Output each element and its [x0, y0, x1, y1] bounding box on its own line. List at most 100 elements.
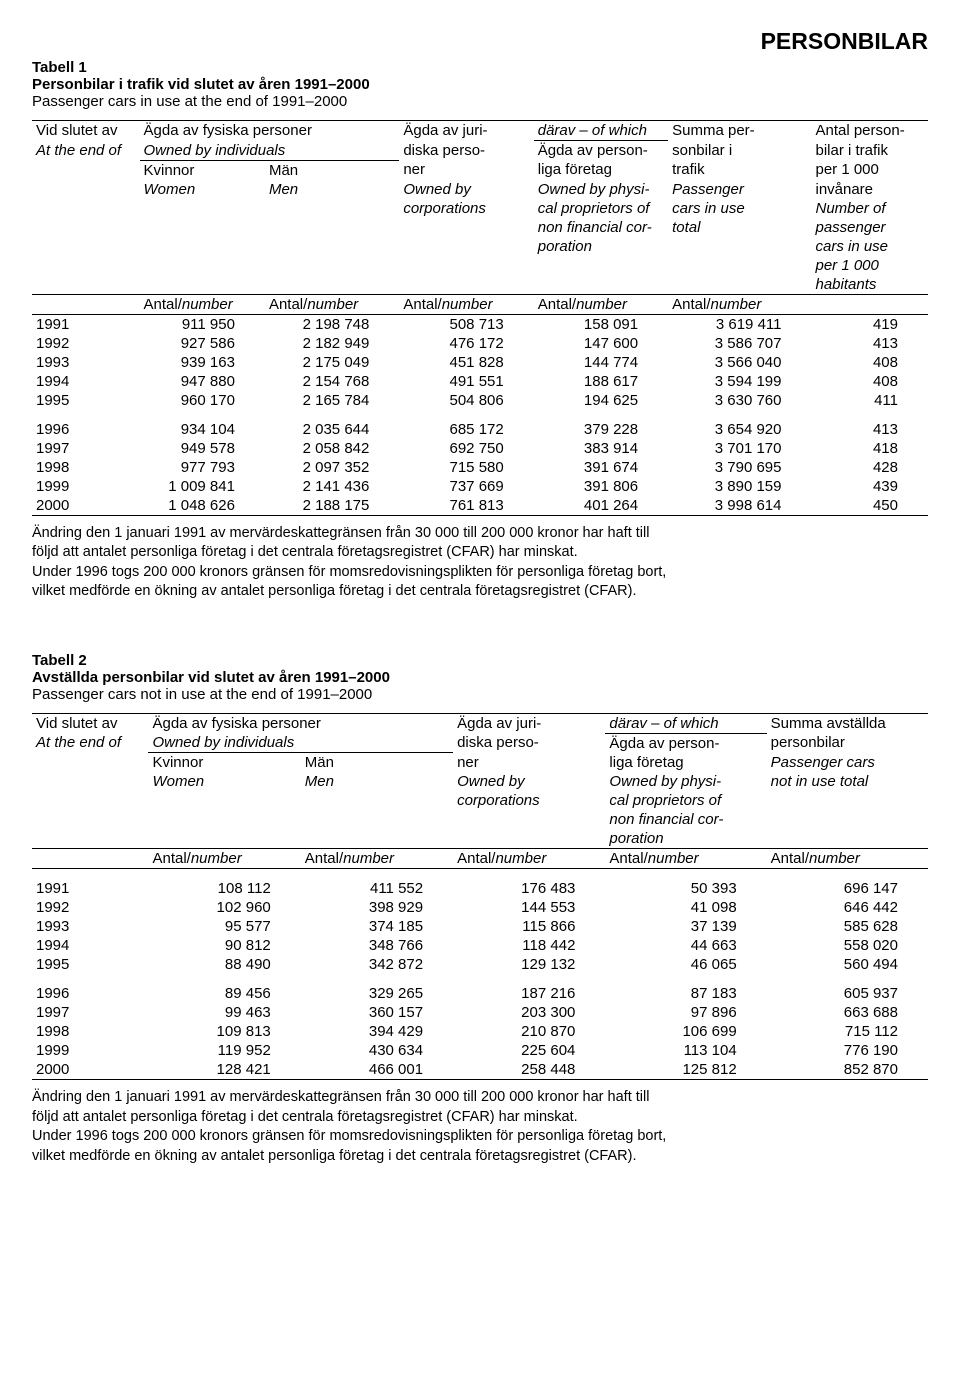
h: liga företag: [534, 160, 668, 180]
h: passenger: [811, 218, 928, 237]
table-row: 1999119 952430 634225 604113 104776 190: [32, 1041, 928, 1060]
cell: 911 950: [140, 314, 265, 334]
h: Vid slutet av: [32, 713, 148, 733]
h: Summa per-: [668, 121, 811, 141]
cell: 585 628: [767, 917, 928, 936]
cell: 949 578: [140, 439, 265, 458]
table-row: 1991911 9502 198 748508 713158 0913 619 …: [32, 314, 928, 334]
cell: 37 139: [605, 917, 766, 936]
cell: 1998: [32, 458, 140, 477]
table1-title-sv: Personbilar i trafik vid slutet av åren …: [32, 76, 928, 93]
h: Ägda av juri-: [399, 121, 533, 141]
h: Owned by physi-: [605, 772, 766, 791]
cell: 225 604: [453, 1041, 605, 1060]
cell: 46 065: [605, 955, 766, 974]
table-row: 1996934 1042 035 644685 172379 2283 654 …: [32, 420, 928, 439]
table2-title-sv: Avställda personbilar vid slutet av åren…: [32, 669, 928, 686]
h: diska perso-: [453, 733, 605, 753]
cell: 3 701 170: [668, 439, 811, 458]
cell: 147 600: [534, 334, 668, 353]
cell: 391 674: [534, 458, 668, 477]
cell: 776 190: [767, 1041, 928, 1060]
h: Number of: [811, 199, 928, 218]
cell: 329 265: [301, 984, 453, 1003]
cell: 508 713: [399, 314, 533, 334]
table-row: 1994947 8802 154 768491 551188 6173 594 …: [32, 372, 928, 391]
cell: 927 586: [140, 334, 265, 353]
cell: 2000: [32, 1060, 148, 1080]
cell: 491 551: [399, 372, 533, 391]
cell: 1997: [32, 1003, 148, 1022]
cell: 158 091: [534, 314, 668, 334]
h: därav – of which: [605, 713, 766, 733]
cell: 934 104: [140, 420, 265, 439]
cell: 947 880: [140, 372, 265, 391]
cell: 144 774: [534, 353, 668, 372]
cell: 558 020: [767, 936, 928, 955]
h: poration: [605, 829, 766, 849]
h: Men: [301, 772, 453, 791]
cell: 3 998 614: [668, 496, 811, 516]
cell: 3 654 920: [668, 420, 811, 439]
table-row: 199588 490342 872129 13246 065560 494: [32, 955, 928, 974]
cell: 398 929: [301, 898, 453, 917]
cell: 176 483: [453, 879, 605, 898]
cell: 430 634: [301, 1041, 453, 1060]
cell: 3 890 159: [668, 477, 811, 496]
cell: 41 098: [605, 898, 766, 917]
h: Vid slutet av: [32, 121, 140, 141]
cell: 99 463: [148, 1003, 300, 1022]
u: Antal/number: [605, 849, 766, 869]
table-row: 199799 463360 157203 30097 896663 688: [32, 1003, 928, 1022]
h: Summa avställda: [767, 713, 928, 733]
u: Antal/number: [767, 849, 928, 869]
cell: 3 790 695: [668, 458, 811, 477]
cell: 374 185: [301, 917, 453, 936]
h: Owned by individuals: [148, 733, 453, 753]
h: cal proprietors of: [605, 791, 766, 810]
u: Antal/number: [148, 849, 300, 869]
cell: 663 688: [767, 1003, 928, 1022]
cell: 144 553: [453, 898, 605, 917]
cell: 2 097 352: [265, 458, 399, 477]
cell: 408: [811, 353, 928, 372]
h: cal proprietors of: [534, 199, 668, 218]
cell: 715 580: [399, 458, 533, 477]
h: Owned by individuals: [140, 141, 400, 161]
h: liga företag: [605, 753, 766, 773]
u: Antal/number: [301, 849, 453, 869]
h: At the end of: [32, 141, 140, 161]
h: Män: [265, 160, 399, 180]
h: ner: [399, 160, 533, 180]
cell: 685 172: [399, 420, 533, 439]
table-row: 1998977 7932 097 352715 580391 6743 790 …: [32, 458, 928, 477]
h: Ägda av person-: [605, 733, 766, 753]
cell: 560 494: [767, 955, 928, 974]
cell: 1999: [32, 1041, 148, 1060]
cell: 3 630 760: [668, 391, 811, 410]
cell: 95 577: [148, 917, 300, 936]
h: Owned by: [453, 772, 605, 791]
h: trafik: [668, 160, 811, 180]
h: Ägda av juri-: [453, 713, 605, 733]
cell: 1995: [32, 391, 140, 410]
cell: 360 157: [301, 1003, 453, 1022]
h: diska perso-: [399, 141, 533, 161]
cell: 3 594 199: [668, 372, 811, 391]
cell: 2 165 784: [265, 391, 399, 410]
page-header: PERSONBILAR: [32, 28, 928, 55]
cell: 413: [811, 334, 928, 353]
cell: 939 163: [140, 353, 265, 372]
cell: 379 228: [534, 420, 668, 439]
cell: 1992: [32, 898, 148, 917]
u: Antal/number: [265, 294, 399, 314]
h: cars in use: [668, 199, 811, 218]
cell: 383 914: [534, 439, 668, 458]
cell: 418: [811, 439, 928, 458]
cell: 696 147: [767, 879, 928, 898]
cell: 188 617: [534, 372, 668, 391]
cell: 1991: [32, 314, 140, 334]
h: bilar i trafik: [811, 141, 928, 161]
cell: 44 663: [605, 936, 766, 955]
h: At the end of: [32, 733, 148, 753]
